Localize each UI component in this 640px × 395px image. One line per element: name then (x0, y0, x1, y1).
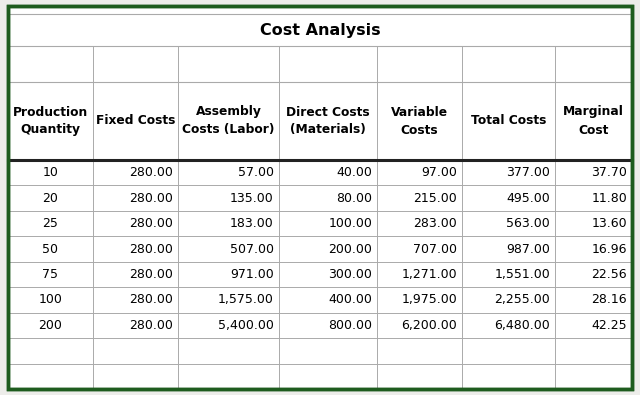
Bar (8, 262, 632, 287)
Text: 280.00: 280.00 (129, 268, 173, 281)
Text: 2,255.00: 2,255.00 (494, 293, 550, 307)
Text: Marginal
Cost: Marginal Cost (563, 105, 624, 137)
Text: 1,271.00: 1,271.00 (401, 268, 457, 281)
Text: 13.60: 13.60 (591, 217, 627, 230)
Text: Total Costs: Total Costs (471, 115, 546, 128)
Text: 11.80: 11.80 (591, 192, 627, 205)
Text: Cost Analysis: Cost Analysis (260, 23, 380, 38)
Text: 800.00: 800.00 (328, 319, 372, 332)
Text: 200.00: 200.00 (328, 243, 372, 256)
Text: 507.00: 507.00 (230, 243, 274, 256)
Text: 20: 20 (42, 192, 58, 205)
Text: 280.00: 280.00 (129, 243, 173, 256)
Text: 25: 25 (42, 217, 58, 230)
Text: 75: 75 (42, 268, 58, 281)
Text: 50: 50 (42, 243, 58, 256)
Text: 57.00: 57.00 (238, 166, 274, 179)
Bar (8, 313, 632, 338)
Text: 100: 100 (38, 293, 63, 307)
Text: 563.00: 563.00 (506, 217, 550, 230)
Text: 100.00: 100.00 (328, 217, 372, 230)
Text: 1,575.00: 1,575.00 (218, 293, 274, 307)
Text: 6,480.00: 6,480.00 (494, 319, 550, 332)
Bar (8, 185, 632, 211)
Bar (8, 211, 632, 236)
Text: 40.00: 40.00 (336, 166, 372, 179)
Bar (8, 236, 632, 262)
Text: Variable
Costs: Variable Costs (391, 105, 448, 137)
Text: 400.00: 400.00 (328, 293, 372, 307)
Text: 215.00: 215.00 (413, 192, 457, 205)
Bar (8, 363, 632, 389)
Text: 300.00: 300.00 (328, 268, 372, 281)
Text: 280.00: 280.00 (129, 166, 173, 179)
Text: 280.00: 280.00 (129, 192, 173, 205)
Text: 16.96: 16.96 (591, 243, 627, 256)
Text: Assembly
Costs (Labor): Assembly Costs (Labor) (182, 105, 275, 137)
Bar (8, 287, 632, 313)
Bar (8, 338, 632, 363)
Text: 183.00: 183.00 (230, 217, 274, 230)
Text: 5,400.00: 5,400.00 (218, 319, 274, 332)
Text: 135.00: 135.00 (230, 192, 274, 205)
Text: Production
Quantity: Production Quantity (13, 105, 88, 137)
Text: 280.00: 280.00 (129, 319, 173, 332)
Text: 283.00: 283.00 (413, 217, 457, 230)
Text: 200: 200 (38, 319, 63, 332)
Bar (8, 160, 632, 185)
Text: 971.00: 971.00 (230, 268, 274, 281)
Text: 495.00: 495.00 (506, 192, 550, 205)
Text: 280.00: 280.00 (129, 217, 173, 230)
Text: 80.00: 80.00 (336, 192, 372, 205)
Text: 280.00: 280.00 (129, 293, 173, 307)
Text: Fixed Costs: Fixed Costs (96, 115, 175, 128)
Text: 37.70: 37.70 (591, 166, 627, 179)
Text: 987.00: 987.00 (506, 243, 550, 256)
Bar (8, 82, 632, 160)
Text: 707.00: 707.00 (413, 243, 457, 256)
Text: 6,200.00: 6,200.00 (401, 319, 457, 332)
Text: 1,975.00: 1,975.00 (401, 293, 457, 307)
Text: 42.25: 42.25 (591, 319, 627, 332)
Text: Direct Costs
(Materials): Direct Costs (Materials) (286, 105, 370, 137)
Text: 28.16: 28.16 (591, 293, 627, 307)
Text: 377.00: 377.00 (506, 166, 550, 179)
Text: 10: 10 (42, 166, 58, 179)
Text: 22.56: 22.56 (591, 268, 627, 281)
Text: 1,551.00: 1,551.00 (494, 268, 550, 281)
Text: 97.00: 97.00 (421, 166, 457, 179)
